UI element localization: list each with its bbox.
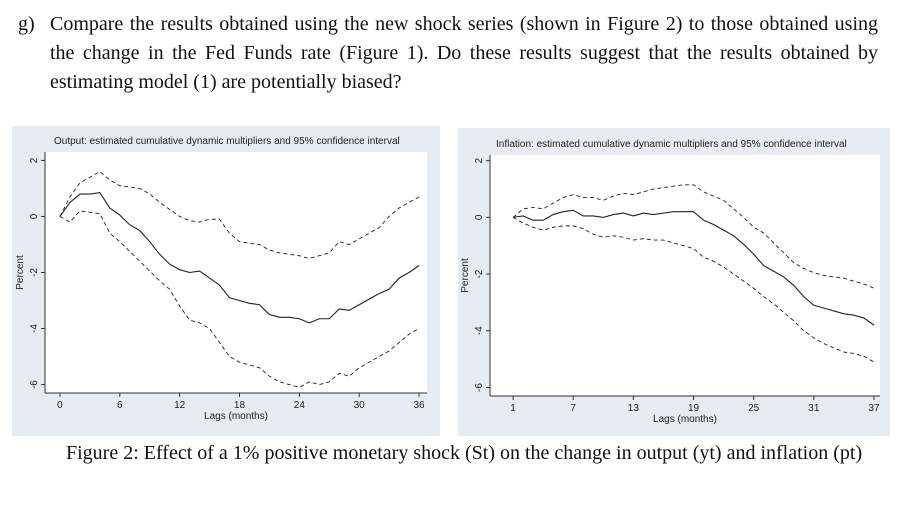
question: g) Compare the results obtained using th… [18,10,878,97]
x-tick-label: 30 [354,400,366,411]
x-tick-label: 37 [868,403,880,414]
estimate-line [59,192,420,324]
x-tick-label: 36 [413,400,425,411]
y-tick-label: 2 [29,157,40,163]
chart-panel: Output: estimated cumulative dynamic mul… [12,126,440,436]
y-tick-label: -4 [474,326,485,335]
plot-area [490,155,880,396]
figure-caption: Figure 2: Effect of a 1% positive moneta… [66,442,863,464]
y-tick-label: -2 [29,268,40,277]
x-tick-label: 25 [748,403,760,414]
plot-area [45,152,427,393]
y-tick-label: 2 [474,157,485,163]
chart-title: Inflation: estimated cumulative dynamic … [496,139,847,150]
x-tick-label: 12 [174,400,186,411]
y-tick-label: 0 [29,213,40,219]
y-tick-label: -6 [29,380,40,389]
estimate-line [512,209,875,326]
x-tick-label: 13 [628,403,640,414]
x-tick-label: 1 [510,403,516,414]
confidence-band-line [59,210,420,388]
confidence-band-line [512,184,875,289]
y-axis-label: Percent [460,258,471,293]
x-tick-label: 18 [234,400,246,411]
chart-title: Output: estimated cumulative dynamic mul… [54,136,400,147]
x-axis-label: Lags (months) [204,411,268,422]
x-tick-label: 0 [57,400,63,411]
x-axis-label: Lags (months) [653,414,717,425]
confidence-band-line [512,216,875,363]
y-tick-label: -6 [474,383,485,392]
y-tick-label: 0 [474,214,485,220]
confidence-band-line [59,171,420,259]
x-tick-label: 19 [688,403,700,414]
x-tick-label: 24 [294,400,306,411]
y-tick-label: -2 [474,269,485,278]
x-tick-label: 7 [570,403,576,414]
chart-panel: Inflation: estimated cumulative dynamic … [458,128,890,436]
y-axis-label: Percent [15,255,26,290]
y-tick-label: -4 [29,324,40,333]
x-tick-label: 31 [808,403,820,414]
x-tick-label: 6 [117,400,123,411]
question-text: Compare the results obtained using the n… [50,13,878,93]
question-label: g) [18,13,35,35]
